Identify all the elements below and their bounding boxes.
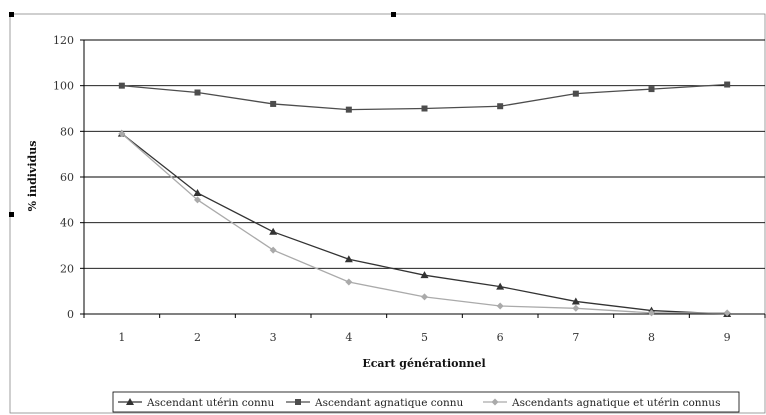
x-tick-label: 6 (497, 331, 504, 344)
legend-marker (491, 398, 499, 406)
data-point (345, 106, 352, 113)
data-point (572, 304, 580, 312)
data-point (420, 271, 429, 279)
data-point (269, 246, 277, 254)
data-point (496, 302, 504, 310)
data-point (194, 196, 201, 204)
legend-box (112, 391, 740, 413)
x-tick-label: 8 (648, 331, 655, 344)
data-point (571, 297, 580, 305)
y-tick-label: 40 (60, 217, 74, 230)
selection-handle-top-center[interactable] (391, 12, 396, 17)
legend-item: Ascendants agnatique et utérin connus (483, 397, 720, 409)
y-tick-label: 80 (60, 125, 74, 138)
series-1 (117, 129, 732, 317)
x-tick-labels: 1 2 3 4 5 6 7 8 9 (118, 331, 730, 344)
legend-marker (295, 399, 301, 405)
y-tick-labels: 0 20 40 60 80 100 120 (53, 34, 74, 321)
legend-label: Ascendant utérin connu (146, 397, 275, 409)
selection-handle-top-left[interactable] (9, 12, 14, 17)
y-tick-label: 120 (53, 34, 74, 47)
data-point (421, 105, 428, 112)
legend-item: Ascendant utérin connu (118, 397, 275, 409)
series-line (121, 133, 728, 315)
data-point (497, 103, 504, 110)
data-point (118, 82, 125, 89)
data-point (724, 81, 731, 88)
data-point (194, 89, 201, 96)
data-point (572, 90, 579, 97)
x-tick-label: 7 (572, 331, 579, 344)
series-line (121, 133, 728, 314)
data-point (648, 86, 655, 93)
data-point (648, 309, 655, 317)
selection-handle-middle-left[interactable] (9, 212, 14, 217)
x-tick-label: 3 (270, 331, 277, 344)
x-tick-label: 4 (345, 331, 352, 344)
series-group (117, 81, 732, 317)
y-axis-title: % individus (26, 141, 39, 212)
series-3 (118, 130, 731, 317)
legend-label: Ascendants agnatique et utérin connus (511, 397, 720, 409)
x-axis-title: Ecart générationnel (362, 357, 485, 370)
data-point (496, 282, 505, 290)
x-tick-label: 9 (724, 331, 731, 344)
x-tick-label: 2 (194, 331, 201, 344)
data-point (193, 188, 202, 196)
data-point (344, 255, 353, 263)
x-tick-label: 5 (421, 331, 428, 344)
legend-marker (126, 398, 134, 405)
series-2 (118, 81, 731, 113)
y-tick-label: 20 (60, 262, 74, 275)
gridlines (80, 39, 766, 318)
chart-frame (9, 13, 766, 414)
data-point (118, 130, 126, 138)
data-point (421, 293, 428, 301)
data-point (270, 100, 277, 107)
data-point (269, 227, 278, 235)
y-tick-label: 60 (60, 171, 74, 184)
legend: Ascendant utérin connu Ascendant agnatiqu… (112, 391, 740, 413)
legend-item: Ascendant agnatique connu (286, 397, 463, 409)
data-point (345, 278, 353, 286)
legend-label: Ascendant agnatique connu (314, 397, 463, 409)
data-point (723, 309, 731, 317)
y-tick-label: 0 (67, 308, 74, 321)
y-tick-label: 100 (53, 80, 74, 93)
x-tick-label: 1 (118, 331, 125, 344)
